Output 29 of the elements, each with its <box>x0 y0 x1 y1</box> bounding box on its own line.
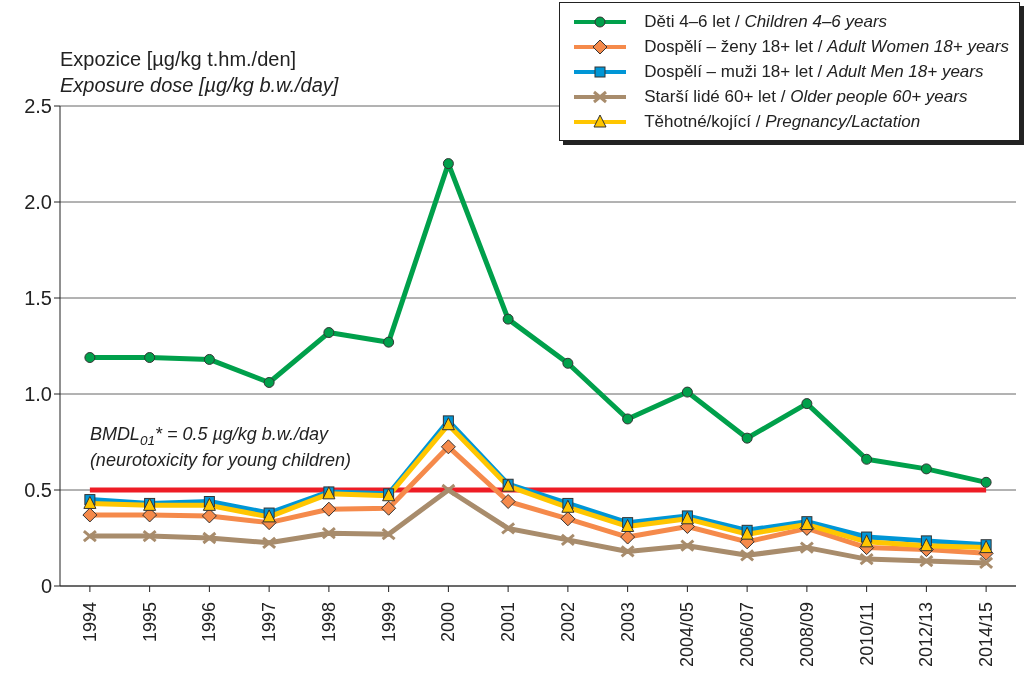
legend-label: Těhotné/kojící / Pregnancy/Lactation <box>644 111 921 132</box>
y-tick-label: 2.0 <box>24 191 52 214</box>
y-tick-label: 1.0 <box>24 383 52 406</box>
x-tick-label: 2012/13 <box>916 602 937 668</box>
y-tick-label: 0.5 <box>24 479 52 502</box>
legend-label: Starší lidé 60+ let / Older people 60+ years <box>644 86 968 107</box>
x-tick-label: 2002 <box>557 602 578 643</box>
x-tick-label: 2014/15 <box>976 602 997 668</box>
x-tick-label: 2003 <box>617 602 638 643</box>
legend-label: Dospělí – ženy 18+ let / Adult Women 18+ years <box>644 36 1009 57</box>
x-tick-label: 1997 <box>259 602 280 643</box>
y-tick-label: 2.5 <box>24 95 52 118</box>
legend-label: Dospělí – muži 18+ let / Adult Men 18+ years <box>644 61 984 82</box>
ref-line-label: BMDL$_{01}$* = 0.5 µg/kg b.w./day (neurotoxicity for young children) <box>89 424 351 470</box>
x-tick-label: 2001 <box>498 602 519 643</box>
x-tick-label: 2004/05 <box>677 602 698 668</box>
x-tick-label: 2008/09 <box>796 602 817 668</box>
y-tick-label: 1.5 <box>24 287 52 310</box>
x-tick-label: 1996 <box>199 602 220 643</box>
x-tick-label: 1994 <box>79 602 100 643</box>
x-tick-label: 2010/11 <box>856 602 877 666</box>
x-tick-label: 2000 <box>438 602 459 643</box>
x-tick-label: 1999 <box>378 602 399 643</box>
legend-label: Děti 4–6 let / Children 4–6 years <box>644 11 888 32</box>
x-tick-label: 1998 <box>318 602 339 643</box>
x-tick-label: 1995 <box>139 602 160 643</box>
x-tick-label: 2006/07 <box>737 602 758 668</box>
y-tick-label: 0 <box>40 575 52 598</box>
y-axis-title: Expozice [µg/kg t.hm./den] Exposure dose [µg/kg b.w./day] <box>60 47 339 98</box>
